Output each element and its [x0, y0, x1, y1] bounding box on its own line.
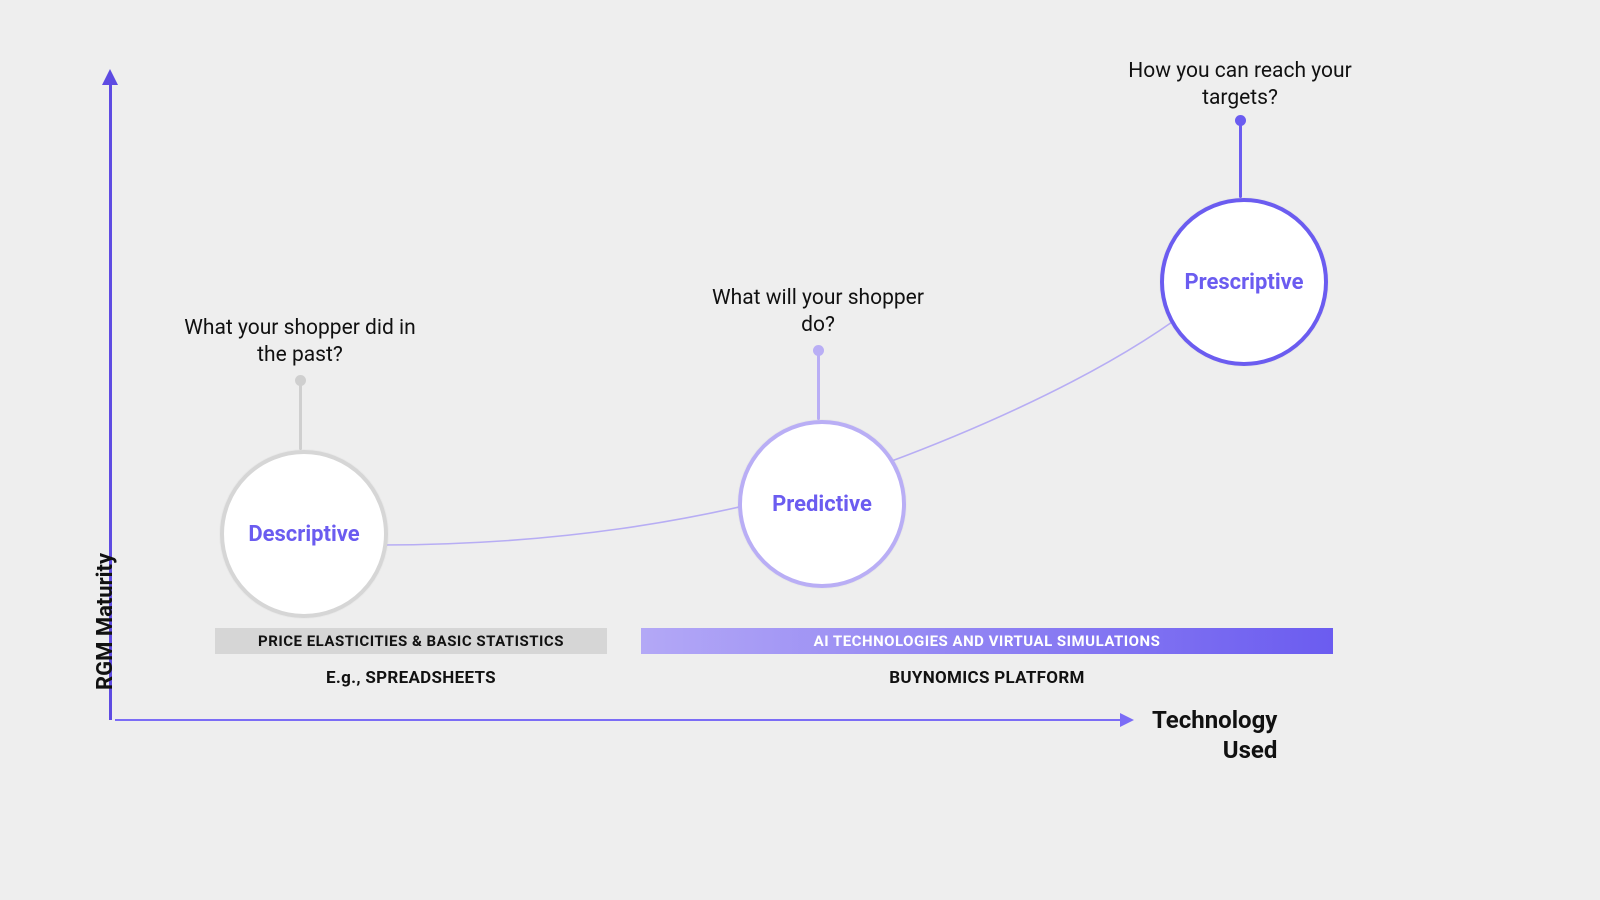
callout-line2: targets? — [1202, 86, 1278, 110]
y-axis-arrow-icon — [102, 69, 118, 85]
callout-stem-descriptive — [299, 380, 302, 450]
tech-sublabel-basic: E.g., SPREADSHEETS — [215, 668, 607, 688]
callout-stem-predictive — [817, 350, 820, 420]
node-prescriptive: Prescriptive — [1160, 198, 1328, 366]
callout-dot-descriptive — [295, 375, 306, 386]
x-axis-label-line2: Used — [1223, 736, 1278, 764]
node-label-predictive: Predictive — [772, 492, 872, 517]
x-axis-label-line1: Technology — [1152, 706, 1277, 734]
callout-dot-prescriptive — [1235, 115, 1246, 126]
callout-line1: How you can reach your — [1128, 59, 1351, 83]
callout-line1: What will your shopper — [712, 286, 924, 310]
tech-bar-ai: AI TECHNOLOGIES AND VIRTUAL SIMULATIONS — [641, 628, 1333, 654]
maturity-diagram: RGM Maturity Technology Used What your s… — [0, 0, 1600, 900]
callout-stem-prescriptive — [1239, 120, 1242, 198]
node-label-prescriptive: Prescriptive — [1184, 270, 1303, 295]
callout-line2: do? — [801, 313, 835, 337]
callout-dot-predictive — [813, 345, 824, 356]
y-axis-label: RGM Maturity — [93, 553, 118, 690]
x-axis-line — [115, 719, 1120, 721]
callout-line2: the past? — [257, 343, 343, 367]
node-descriptive: Descriptive — [220, 450, 388, 618]
tech-sublabel-ai: BUYNOMICS PLATFORM — [641, 668, 1333, 688]
node-label-descriptive: Descriptive — [248, 522, 359, 547]
callout-text-predictive: What will your shopper do? — [668, 285, 968, 340]
callout-text-prescriptive: How you can reach your targets? — [1090, 58, 1390, 113]
callout-line1: What your shopper did in — [184, 316, 416, 340]
callout-text-descriptive: What your shopper did in the past? — [150, 315, 450, 370]
x-axis-label: Technology Used — [1152, 705, 1277, 765]
node-predictive: Predictive — [738, 420, 906, 588]
x-axis-arrow-icon — [1120, 713, 1134, 727]
tech-bar-basic: PRICE ELASTICITIES & BASIC STATISTICS — [215, 628, 607, 654]
